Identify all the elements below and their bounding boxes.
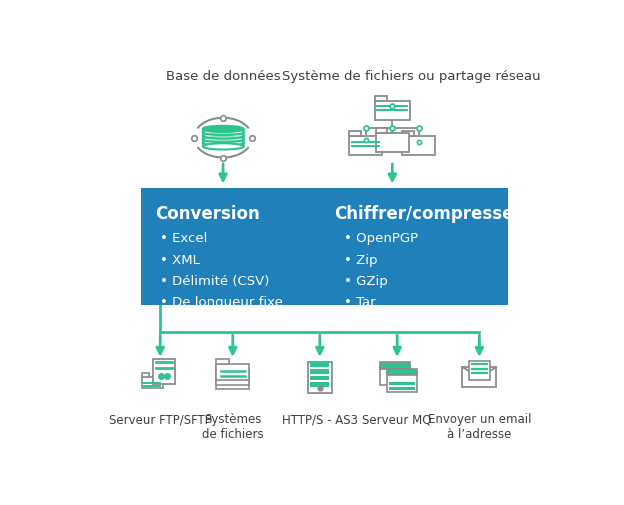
FancyBboxPatch shape — [217, 360, 229, 364]
FancyBboxPatch shape — [375, 102, 410, 121]
FancyBboxPatch shape — [375, 97, 387, 102]
FancyBboxPatch shape — [349, 132, 361, 137]
FancyBboxPatch shape — [349, 137, 382, 156]
FancyBboxPatch shape — [310, 369, 329, 374]
Text: Chiffrer/compresser: Chiffrer/compresser — [334, 205, 522, 222]
FancyBboxPatch shape — [141, 189, 509, 306]
FancyBboxPatch shape — [376, 129, 388, 134]
Ellipse shape — [203, 144, 243, 150]
Text: Système de fichiers ou partage réseau: Système de fichiers ou partage réseau — [283, 70, 541, 83]
FancyBboxPatch shape — [310, 376, 329, 381]
Text: Envoyer un email
à l’adresse: Envoyer un email à l’adresse — [427, 413, 531, 440]
FancyBboxPatch shape — [217, 373, 249, 389]
FancyBboxPatch shape — [142, 377, 163, 388]
Text: Serveur MQ: Serveur MQ — [363, 413, 432, 426]
FancyBboxPatch shape — [142, 373, 149, 377]
FancyBboxPatch shape — [310, 383, 329, 387]
FancyBboxPatch shape — [217, 369, 249, 385]
FancyBboxPatch shape — [153, 359, 175, 384]
FancyBboxPatch shape — [217, 369, 229, 374]
FancyBboxPatch shape — [387, 373, 417, 392]
FancyBboxPatch shape — [380, 366, 410, 385]
FancyBboxPatch shape — [308, 362, 332, 393]
Text: Conversion: Conversion — [155, 205, 260, 222]
Text: • Tar: • Tar — [344, 296, 376, 309]
FancyBboxPatch shape — [217, 364, 249, 380]
Text: • Délimité (CSV): • Délimité (CSV) — [160, 275, 270, 287]
FancyBboxPatch shape — [402, 137, 436, 156]
FancyBboxPatch shape — [376, 134, 409, 153]
Text: Serveur FTP/SFTP: Serveur FTP/SFTP — [109, 413, 212, 426]
Text: • OpenPGP: • OpenPGP — [344, 232, 418, 244]
FancyBboxPatch shape — [217, 364, 229, 369]
Text: • Excel: • Excel — [160, 232, 208, 244]
Text: • GZip: • GZip — [344, 275, 388, 287]
Text: • De longueur fixe: • De longueur fixe — [160, 296, 283, 309]
Text: HTTP/S - AS3: HTTP/S - AS3 — [282, 413, 358, 426]
FancyBboxPatch shape — [462, 368, 496, 388]
FancyBboxPatch shape — [469, 361, 490, 380]
Text: Systèmes
de fichiers: Systèmes de fichiers — [202, 413, 263, 440]
Text: • Zip: • Zip — [344, 253, 378, 266]
Ellipse shape — [203, 127, 243, 133]
FancyBboxPatch shape — [402, 132, 414, 137]
FancyBboxPatch shape — [310, 363, 329, 368]
FancyBboxPatch shape — [387, 369, 417, 376]
Text: • XML: • XML — [160, 253, 200, 266]
FancyBboxPatch shape — [380, 363, 410, 369]
Text: Base de données: Base de données — [166, 70, 280, 83]
